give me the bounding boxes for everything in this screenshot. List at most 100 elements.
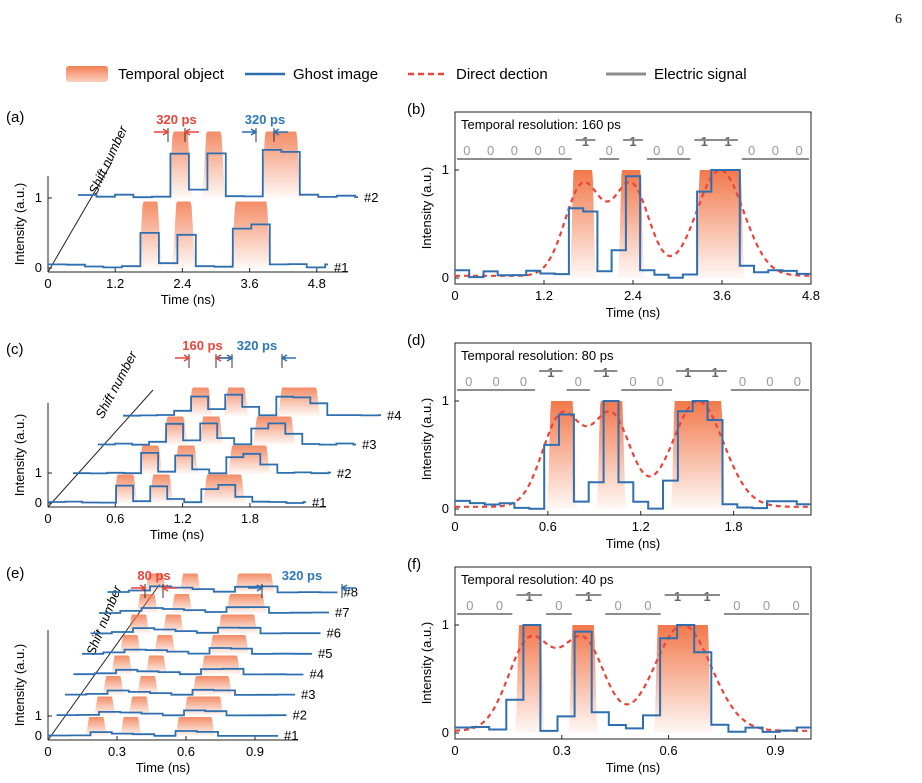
trace-4: #4: [73, 655, 324, 682]
x-axis-label: Time (ns): [136, 760, 190, 775]
x-tick-label: 0.9: [246, 744, 264, 759]
panel-e: (e) Shift number 0 1 Intensity (a.u.) 0 0.3 0.6…: [6, 565, 358, 775]
electric-bit: 0: [558, 143, 565, 158]
x-tick-label: 0: [451, 743, 458, 758]
annotation-arrow: [280, 354, 296, 362]
annotation-arrow: [242, 128, 258, 136]
object-area: [455, 170, 811, 278]
direct-detection-curve: [455, 623, 811, 732]
plot-frame: [454, 342, 812, 516]
electric-bit: 0: [793, 598, 800, 613]
x-axis-label: Time (ns): [606, 760, 660, 775]
legend-swatch-object: [66, 66, 108, 82]
x-tick-label: 0: [451, 288, 458, 303]
electric-bit: 1: [684, 365, 691, 380]
object-area: [48, 717, 278, 736]
legend-label-object: Temporal object: [118, 66, 225, 83]
y-axis-label: Intensity (a.u.): [419, 622, 434, 704]
trace-label: #7: [335, 605, 349, 620]
ghost-image-curve: [123, 393, 381, 417]
x-axis-label: Time (ns): [606, 305, 660, 320]
trace-1: #1: [48, 717, 298, 743]
x-tick-label: 0.3: [108, 744, 126, 759]
x-tick-label: 1.8: [725, 519, 743, 534]
y-tick-label: 0: [35, 260, 42, 275]
x-tick-label: 0.9: [766, 743, 784, 758]
legend: Temporal object Ghost image Direct dection…: [66, 66, 747, 83]
object-area: [455, 625, 811, 733]
electric-bit: 1: [582, 134, 589, 149]
trace-label: #2: [337, 466, 351, 481]
ghost-image-curve: [73, 452, 331, 475]
trace-label: #8: [344, 585, 358, 600]
annotation-blue-width: 320 ps: [282, 568, 322, 583]
electric-bit: 1: [724, 134, 731, 149]
y-tick-label: 1: [35, 465, 42, 480]
legend-label-electric: Electric signal: [654, 66, 747, 83]
electric-bit: 0: [763, 598, 770, 613]
trace-label: #6: [327, 626, 341, 641]
annotation-arrow: [161, 584, 177, 592]
trace-label: #3: [362, 437, 376, 452]
trace-3: #3: [98, 416, 376, 452]
plot-frame: [454, 566, 812, 740]
y-axis-label: Intensity (a.u.): [12, 183, 27, 265]
direct-detection-curve: [455, 168, 810, 277]
electric-bit: 0: [739, 374, 746, 389]
trace-5: #5: [82, 635, 332, 661]
trace-label: #1: [312, 495, 326, 510]
depth-axis-line: [47, 161, 113, 273]
y-tick-label: 0: [442, 725, 449, 740]
electric-bit: 0: [463, 143, 470, 158]
trace-3: #3: [65, 676, 315, 702]
x-axis-label: Time (ns): [161, 292, 215, 307]
trace-1: #1: [48, 474, 326, 510]
legend-item-electric: Electric signal: [606, 66, 747, 83]
y-tick-label: 1: [35, 708, 42, 723]
annotation-blue-width: 320 ps: [237, 338, 277, 353]
depth-axis-label: Shift number: [83, 583, 125, 658]
legend-item-direct: Direct dection: [408, 66, 548, 83]
depth-axis-line: [47, 389, 154, 508]
object-area: [98, 416, 356, 445]
x-tick-label: 1.2: [106, 276, 124, 291]
legend-item-ghost: Ghost image: [245, 66, 378, 83]
electric-bit: 0: [520, 374, 527, 389]
ghost-image-curve: [455, 169, 811, 279]
y-axis-label: Intensity (a.u.): [12, 414, 27, 496]
x-tick-label: 0: [44, 744, 51, 759]
electric-bit: 0: [511, 143, 518, 158]
x-axis-label: Time (ns): [150, 527, 204, 542]
ghost-image-curve: [65, 688, 295, 696]
electric-bit: 0: [466, 598, 473, 613]
trace-2: #2: [78, 131, 378, 205]
trace-label: #5: [318, 646, 332, 661]
annotation-red-width: 80 ps: [137, 568, 170, 583]
annotation-arrow: [218, 354, 234, 362]
x-axis-label: Time (ns): [606, 536, 660, 551]
electric-bit: 0: [766, 374, 773, 389]
trace-1: #1: [48, 201, 348, 275]
electric-bit: 0: [772, 143, 779, 158]
x-tick-label: 2.4: [624, 288, 642, 303]
direct-detection-curve: [455, 399, 810, 508]
y-tick-label: 1: [442, 162, 449, 177]
ghost-image-curve: [56, 709, 287, 717]
ghost-image-curve: [455, 624, 811, 733]
annotation-arrow: [183, 128, 199, 136]
trace-6: #6: [90, 614, 341, 641]
electric-bit: 0: [606, 143, 613, 158]
trace-label: #3: [301, 687, 315, 702]
x-tick-label: 1.8: [241, 511, 259, 526]
x-tick-label: 3.6: [241, 276, 259, 291]
object-area: [73, 445, 331, 474]
electric-bit: 1: [674, 589, 681, 604]
electric-bit: 0: [465, 374, 472, 389]
trace-label: #4: [387, 408, 401, 423]
electric-bit: 1: [526, 589, 533, 604]
trace-label: #2: [364, 190, 378, 205]
